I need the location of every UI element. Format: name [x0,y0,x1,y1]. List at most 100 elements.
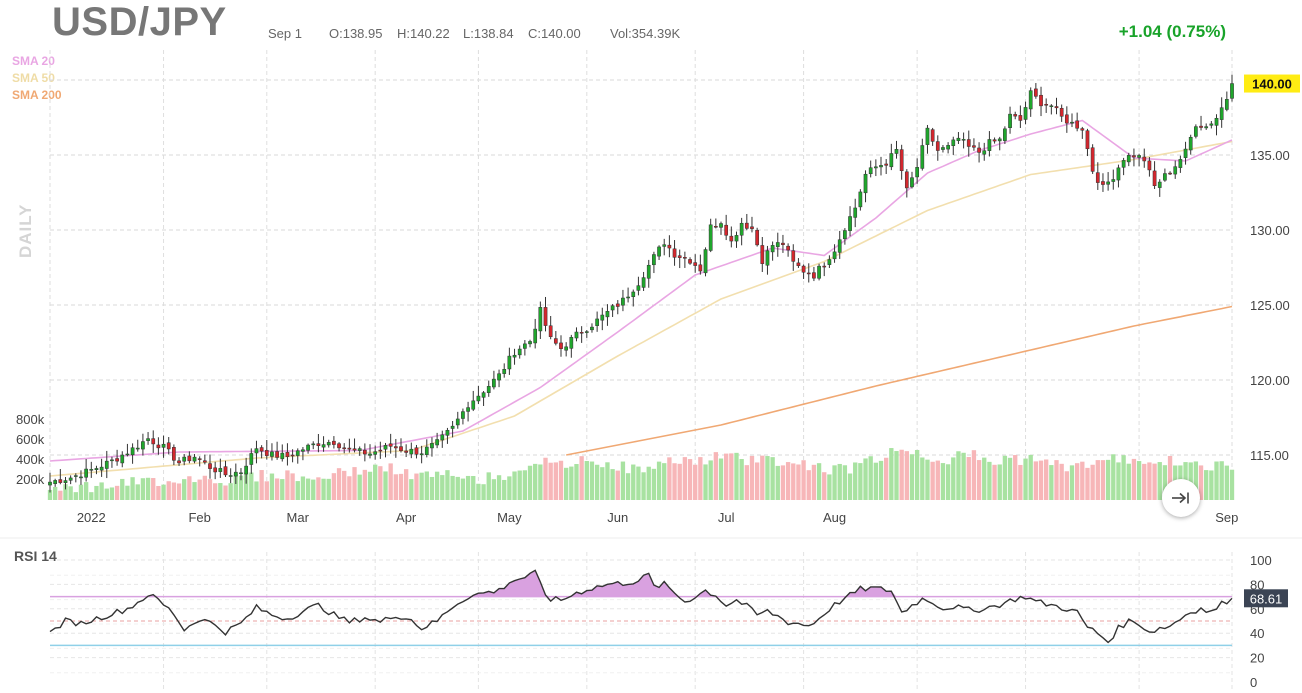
time-tick-label: Sep [1215,510,1238,525]
candle-body [858,191,863,208]
legend-sma-20[interactable]: SMA 20 [12,54,55,68]
volume-bar [853,462,858,500]
volume-bar [527,465,533,500]
volume-bar [1219,461,1224,500]
volume-bar [393,474,398,500]
rsi-value-label: 68.61 [1250,591,1283,606]
volume-bar [465,475,471,500]
candle-body [84,468,88,478]
volume-bar [1121,455,1126,500]
candle-body [141,441,145,450]
candle-body [760,245,765,264]
volume-bar [976,460,982,500]
volume-bar [997,464,1002,500]
volume-bar [982,457,987,500]
candle-body [564,346,569,351]
volume-bar [176,483,182,500]
volume-bar [378,466,383,500]
volume-bar [579,456,584,500]
candle-body [533,328,538,344]
price-tick-label: 125.00 [1250,298,1290,313]
candle-body [125,453,130,456]
volume-bar [842,465,848,500]
candle-body [342,447,347,450]
volume-bar [785,462,791,500]
volume-bar [254,481,259,500]
volume-bar [889,448,894,500]
volume-bar [1131,458,1137,500]
volume-bar [1224,465,1230,500]
candle-body [466,407,470,412]
candle-body [584,331,589,333]
volume-bar [171,482,177,500]
candle-body [636,285,641,291]
volume-bar [672,463,677,500]
candle-body [853,207,858,218]
legend-sma-200[interactable]: SMA 200 [12,88,62,102]
volume-bar [930,461,935,500]
candle-body [615,303,620,307]
volume-bar [192,482,197,500]
volume-bar [1209,470,1214,500]
volume-bar [584,460,589,500]
candle-body [1028,90,1033,110]
candle-body [1147,160,1152,171]
volume-bar [135,484,140,500]
candle-body [270,451,274,457]
candle-body [383,445,388,450]
candle-body [1137,155,1141,158]
price-change: +1.04 (0.75%) [1118,22,1226,41]
volume-bar [600,467,605,500]
volume-bar [775,465,780,500]
volume-bar [1167,455,1173,500]
volume-bar [780,465,786,500]
rsi-tick-label: 20 [1250,651,1264,666]
candle-body [543,307,548,326]
candle-body [213,467,218,473]
candle-body [755,229,759,246]
scroll-to-end-button[interactable] [1162,479,1200,517]
price-axis: 115.00 120.00 125.00 130.00 135.00 140.00 [1250,73,1290,463]
volume-bar [362,469,368,500]
volume-bar [471,476,476,500]
candle-body [1126,155,1131,163]
volume-bar [445,470,450,500]
moving-averages [49,119,1233,477]
candle-body [280,452,285,460]
volume-bar [218,483,223,500]
candle-body [646,264,651,279]
volume-bar [264,481,269,500]
candle-body [368,453,372,456]
volume-bar [243,472,249,500]
volume-bar [507,476,512,500]
candle-body [915,167,919,178]
volume-bar [238,475,244,500]
candle-body [264,450,269,456]
volume-bar [202,475,208,500]
last-price-label: 140.00 [1252,77,1292,92]
candle-body [63,480,68,484]
legend-sma-50[interactable]: SMA 50 [12,71,55,85]
candle-body [249,453,254,465]
candle-body [1059,107,1064,117]
candle-body [626,296,630,299]
candle-body [481,392,486,398]
volume-bar [502,479,507,500]
volume-bar [1193,461,1199,500]
candle-body [538,307,543,332]
candle-body [1163,173,1167,181]
candle-body [992,139,997,142]
volume-bar [884,457,889,500]
candle-body [445,430,450,436]
volume-bar [434,471,440,500]
volume-bars [47,448,1235,500]
volume-bar [47,489,53,500]
volume-bar [625,473,631,500]
volume-bar [662,463,667,500]
candle-body [233,471,238,477]
volume-bar [89,492,94,500]
candle-body [337,443,341,449]
volume-bar [1044,459,1049,500]
candle-body [703,249,708,274]
